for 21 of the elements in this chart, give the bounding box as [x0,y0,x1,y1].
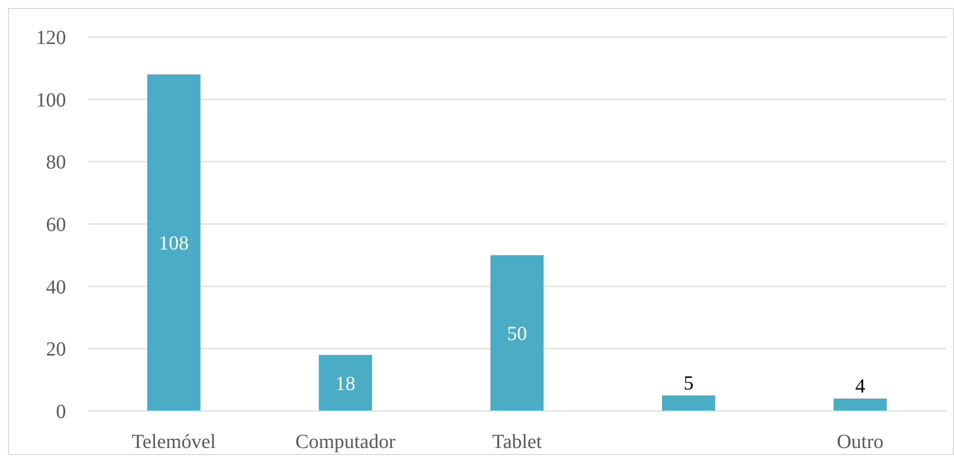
data-label: 5 [684,372,694,394]
x-tick-label: Tablet [492,431,542,453]
y-tick-label: 20 [46,338,66,361]
y-tick-label: 60 [46,214,66,236]
y-tick-label: 40 [46,276,66,298]
x-tick-label: Telemóvel [132,431,216,453]
data-label: 4 [855,376,866,398]
data-label: 50 [507,323,527,346]
y-tick-label: 0 [56,401,66,423]
bar [318,354,372,411]
data-label: 18 [335,372,356,395]
y-tick-label: 100 [36,89,66,112]
y-tick-label: 120 [36,27,66,49]
data-label: 108 [158,232,189,255]
bar [147,74,200,411]
bar [662,395,716,411]
x-tick-label: Outro [836,431,884,453]
x-tick-label: Computador [295,431,396,453]
y-tick-label: 80 [46,152,66,174]
bar [490,255,544,411]
bar [834,398,887,411]
